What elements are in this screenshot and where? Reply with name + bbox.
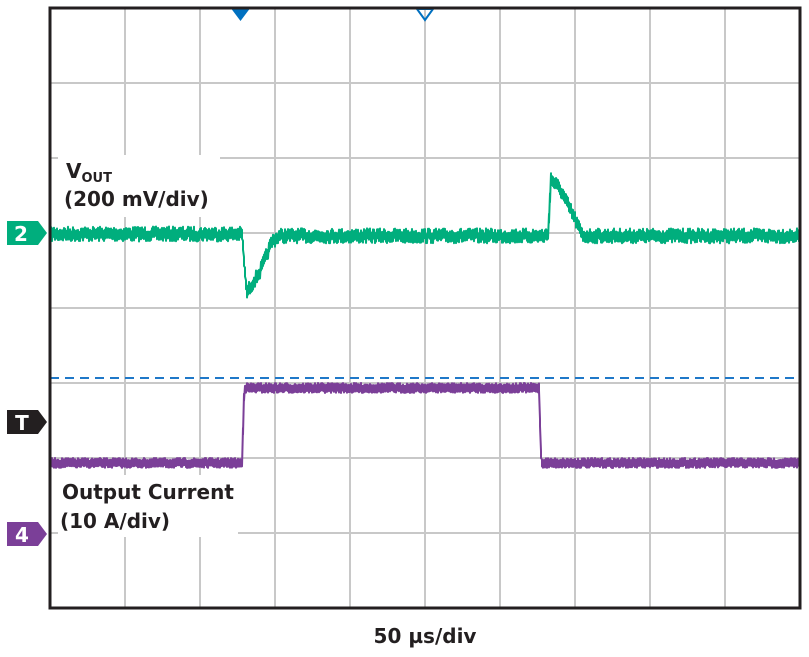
vout-label: VOUT (66, 159, 112, 186)
vout-label-bg (58, 155, 220, 217)
current-label-bg (58, 475, 238, 537)
trigger-level-marker[interactable]: T (7, 410, 47, 435)
current-label: Output Current (62, 480, 234, 504)
svg-text:4: 4 (15, 523, 29, 547)
plot-frame (48, 6, 802, 610)
svg-text:T: T (15, 411, 29, 435)
channel-4-marker[interactable]: 4 (7, 522, 47, 547)
series-vout-trace (50, 172, 800, 299)
trigger-position-marker (231, 9, 250, 21)
current-scale-label: (10 A/div) (60, 509, 170, 533)
vout-scale-label: (200 mV/div) (64, 187, 209, 211)
svg-text:2: 2 (14, 222, 28, 246)
series-output-current-trace (50, 382, 800, 469)
x-axis-label: 50 µs/div (374, 624, 477, 648)
channel-2-marker[interactable]: 2 (7, 221, 47, 246)
